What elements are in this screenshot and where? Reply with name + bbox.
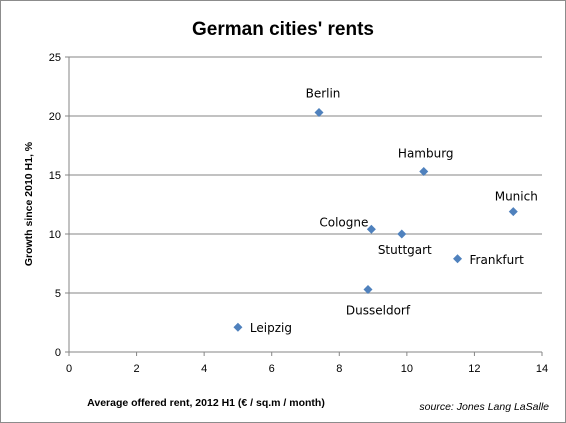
chart-title: German cities' rents <box>192 19 374 40</box>
x-tick-label: 2 <box>134 363 140 375</box>
data-point-munich <box>508 207 518 217</box>
data-point-leipzig <box>233 322 243 332</box>
gridlines <box>69 56 542 294</box>
point-label-berlin: Berlin <box>306 86 341 100</box>
x-tick-label: 4 <box>201 363 207 375</box>
data-point-hamburg <box>419 166 429 176</box>
y-tick-label: 15 <box>49 170 61 182</box>
y-tick-label: 0 <box>55 347 61 359</box>
data-point-berlin <box>314 107 324 117</box>
y-axis-label: Growth since 2010 H1, % <box>23 141 35 266</box>
point-label-dusseldorf: Dusseldorf <box>346 303 411 317</box>
point-label-leipzig: Leipzig <box>250 321 292 335</box>
data-points: Berlin Hamburg Munich Cologne Stuttgart Frank… <box>233 86 538 335</box>
x-tick-label: 8 <box>336 363 342 375</box>
source-note: source: Jones Lang LaSalle <box>419 401 549 413</box>
point-label-cologne: Cologne <box>319 215 368 229</box>
x-tick-label: 14 <box>536 363 548 375</box>
y-tick-label: 5 <box>55 288 61 300</box>
point-label-hamburg: Hamburg <box>398 146 454 160</box>
y-tick-label: 20 <box>49 111 61 123</box>
x-tick-label: 12 <box>468 363 480 375</box>
x-tick-label: 0 <box>66 363 72 375</box>
x-tick-label: 6 <box>269 363 275 375</box>
data-point-cologne <box>366 224 376 234</box>
point-label-munich: Munich <box>495 190 538 204</box>
data-point-dusseldorf <box>363 284 373 294</box>
data-point-frankfurt <box>453 254 463 264</box>
x-tick-label: 10 <box>401 363 413 375</box>
axes: 0 5 10 15 20 25 0 2 4 6 8 10 12 14 <box>49 52 548 375</box>
y-tick-label: 10 <box>49 229 61 241</box>
point-label-frankfurt: Frankfurt <box>470 253 525 267</box>
data-point-stuttgart <box>397 229 407 239</box>
x-axis-label: Average offered rent, 2012 H1 (€ / sq.m … <box>87 397 325 409</box>
y-tick-label: 25 <box>49 52 61 64</box>
point-label-stuttgart: Stuttgart <box>378 243 432 257</box>
